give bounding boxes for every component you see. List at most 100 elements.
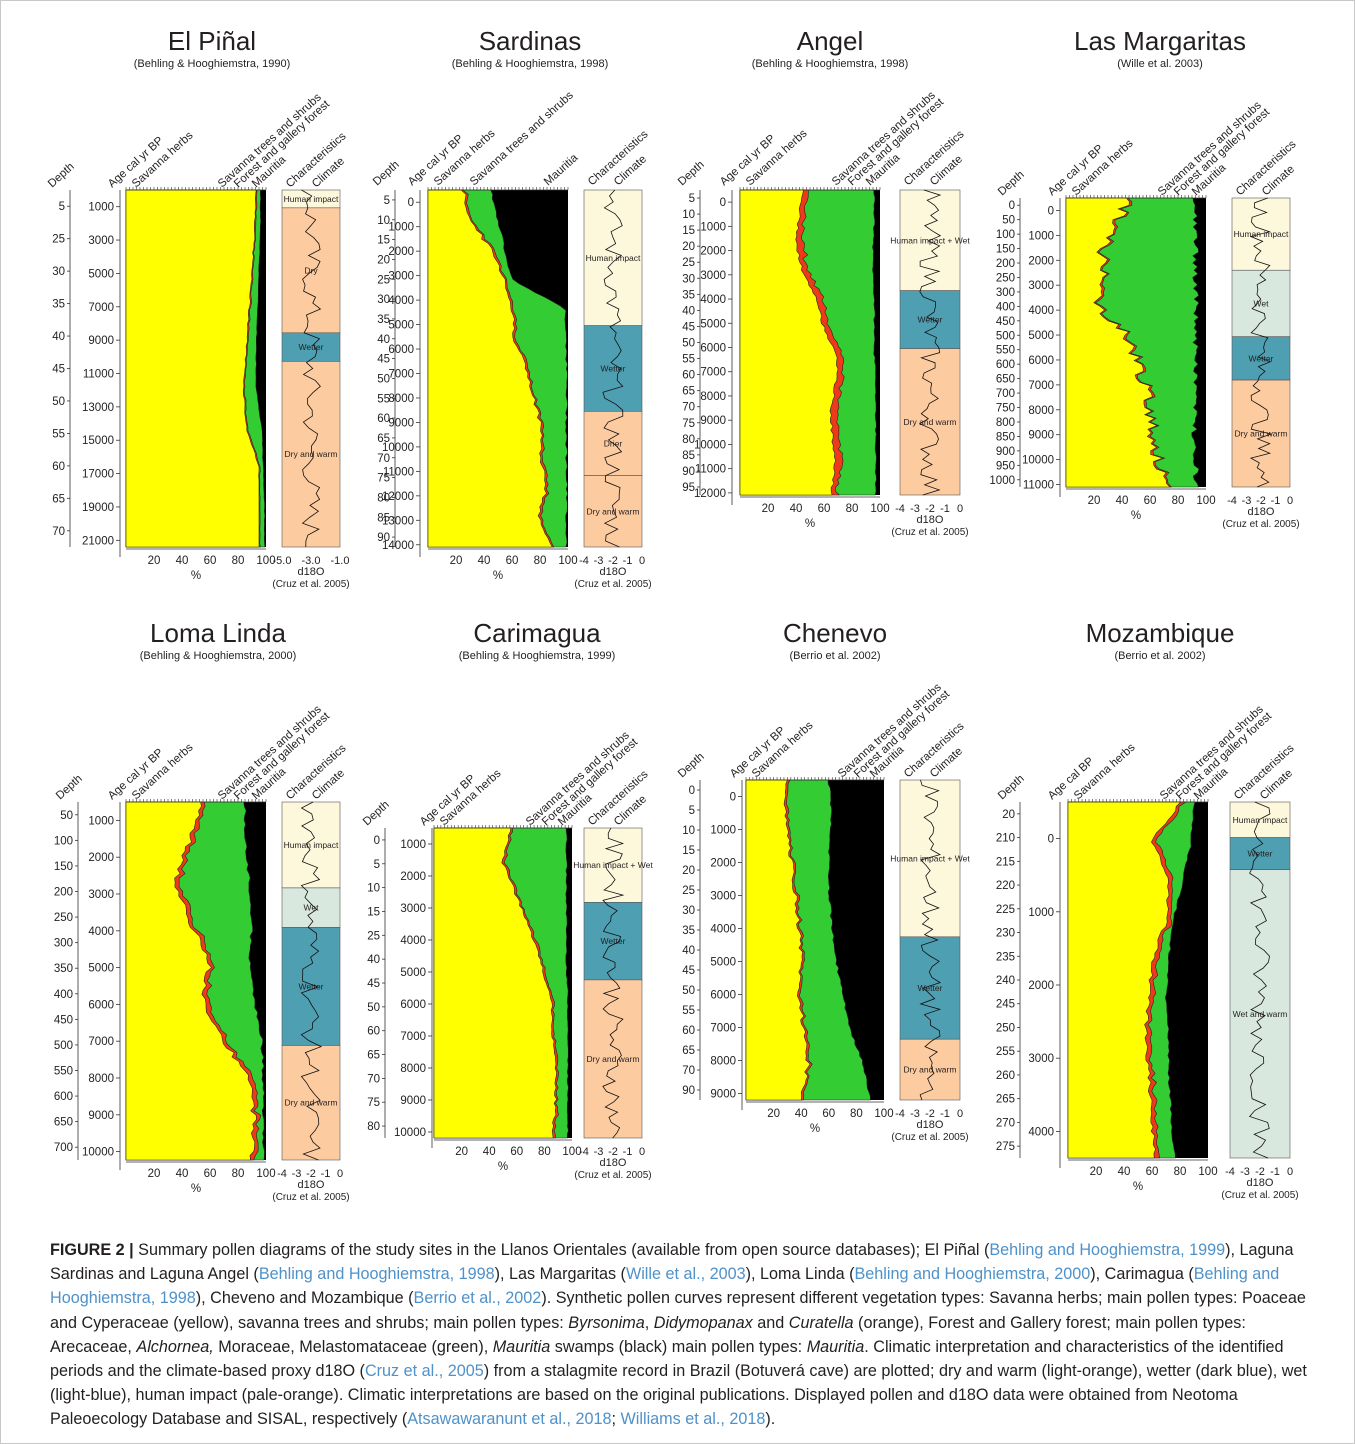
- depth-tick: 25: [367, 930, 380, 942]
- age-tick: 4000: [710, 924, 736, 936]
- caption-text: ), Las Margaritas (: [494, 1265, 626, 1284]
- age-tick: 5000: [88, 963, 114, 975]
- age-tick: 2000: [388, 246, 414, 258]
- depth-tick: 15: [367, 906, 380, 918]
- depth-tick: 55: [377, 393, 390, 405]
- climate-zone: [583, 902, 643, 981]
- percent-tick: 100: [256, 555, 275, 567]
- d18o-curve: [1248, 801, 1271, 1159]
- citation-link[interactable]: Williams et al., 2018: [620, 1410, 766, 1429]
- age-tick: 3000: [700, 270, 726, 282]
- percent-label: %: [1133, 1181, 1143, 1193]
- caption-text: . Climatic interpretation and characteri…: [50, 1337, 1284, 1381]
- citation-link[interactable]: Behling and Hooghiemstra, 1998: [258, 1265, 495, 1284]
- age-tick: 9000: [710, 1089, 736, 1101]
- caption-text: swamps (black) main pollen types:: [550, 1337, 807, 1356]
- d18o-tick: -3: [1240, 1166, 1250, 1178]
- d18o-tick: -1: [940, 1108, 950, 1120]
- age-tick: 1000: [700, 221, 726, 233]
- depth-tick: 35: [52, 299, 65, 311]
- age-tick: 3000: [710, 891, 736, 903]
- d18o-tick: -3: [910, 503, 920, 515]
- d18o-source: (Cruz et al. 2005): [1222, 519, 1299, 530]
- percent-tick: 40: [176, 555, 189, 567]
- depth-tick: 50: [682, 985, 695, 997]
- d18o-label: d18O: [298, 566, 325, 578]
- d18o-tick: -4: [277, 1168, 287, 1180]
- d18o-tick: -1: [623, 555, 633, 567]
- age-tick: 7000: [710, 1023, 736, 1035]
- citation-link[interactable]: Behling and Hooghiemstra, 1998: [50, 1265, 1280, 1308]
- depth-tick: 50: [682, 338, 695, 350]
- depth-tick: 60: [682, 1025, 695, 1037]
- figure-caption: FIGURE 2 | Summary pollen diagrams of th…: [50, 1238, 1320, 1432]
- d18o-tick: -1.0: [331, 555, 350, 567]
- depth-tick: 30: [682, 273, 695, 285]
- depth-tick: 400: [54, 989, 73, 1001]
- depth-tick: 450: [54, 1014, 73, 1026]
- citation-link[interactable]: Atsawawaranunt et al., 2018: [407, 1410, 612, 1429]
- depth-tick: 55: [682, 1005, 695, 1017]
- age-tick: 8000: [88, 1073, 114, 1085]
- depth-tick: 70: [367, 1073, 380, 1085]
- age-tick: 6000: [400, 999, 426, 1011]
- age-tick: 11000: [1023, 480, 1054, 492]
- depth-tick: 35: [377, 314, 390, 326]
- caption-text: Byrsonima: [568, 1313, 645, 1332]
- depth-tick: 65: [52, 493, 65, 505]
- age-tick: 11000: [383, 466, 414, 478]
- d18o-tick: -1: [940, 503, 950, 515]
- savanna-herbs-area: [125, 801, 257, 1161]
- zone-label: Dry and warm: [285, 1098, 338, 1108]
- age-tick: 10000: [394, 1127, 426, 1139]
- percent-tick: 20: [762, 503, 775, 515]
- percent-tick: 20: [455, 1146, 468, 1158]
- percent-label: %: [498, 1161, 508, 1173]
- age-tick: 4000: [88, 926, 114, 938]
- age-tick: 10000: [82, 1147, 114, 1159]
- depth-tick: 10: [367, 883, 380, 895]
- climate-zone: [281, 887, 341, 928]
- depth-tick: 0: [689, 785, 695, 797]
- d18o-curve: [301, 189, 322, 548]
- citation-link[interactable]: Behling and Hooghiemstra, 2000: [854, 1265, 1091, 1284]
- climate-zone: [281, 332, 341, 362]
- depth-tick: 700: [996, 388, 1015, 400]
- depth-tick: 50: [60, 810, 73, 822]
- percent-tick: 80: [534, 555, 547, 567]
- d18o-tick: -1: [1270, 1166, 1280, 1178]
- caption-text: Moraceae, Melastomataceae (green),: [213, 1337, 493, 1356]
- depth-tick: 500: [54, 1040, 73, 1052]
- age-tick: 0: [720, 197, 726, 209]
- citation-link[interactable]: Cruz et al., 2005: [364, 1362, 484, 1381]
- depth-tick: 85: [682, 450, 695, 462]
- percent-tick: 60: [510, 1146, 523, 1158]
- depth-tick: 75: [682, 418, 695, 430]
- depth-tick: 600: [54, 1091, 73, 1103]
- citation-link[interactable]: Wille et al., 2003: [625, 1265, 746, 1284]
- d18o-curve: [918, 189, 942, 496]
- d18o-tick: -4: [1227, 495, 1237, 507]
- age-tick: 5000: [400, 967, 426, 979]
- panel-title: Chenevo: [783, 618, 887, 648]
- panel-title: Mozambique: [1086, 618, 1235, 648]
- age-tick: 10000: [694, 439, 726, 451]
- savanna-herbs-area: [1067, 801, 1182, 1159]
- age-tick: 21000: [82, 535, 114, 547]
- age-tick: 9000: [700, 415, 726, 427]
- citation-link[interactable]: Berrio et al., 2002: [413, 1289, 542, 1308]
- percent-tick: 40: [1118, 1166, 1131, 1178]
- column-header: Forest and gallery forest: [1172, 106, 1273, 198]
- citation-link[interactable]: Behling and Hooghiemstra, 1999: [989, 1241, 1226, 1259]
- climate-zone: [1231, 269, 1291, 338]
- depth-tick: 35: [682, 289, 695, 301]
- depth-tick: 30: [682, 905, 695, 917]
- age-tick: 6000: [700, 343, 726, 355]
- depth-tick: 90: [682, 466, 695, 478]
- age-tick: 13000: [382, 515, 414, 527]
- percent-label: %: [191, 570, 201, 582]
- d18o-tick: -2: [1255, 1166, 1265, 1178]
- caption-text: and: [752, 1313, 789, 1332]
- panel-source: (Berrio et al. 2002): [1114, 650, 1205, 662]
- depth-tick: 800: [996, 417, 1015, 429]
